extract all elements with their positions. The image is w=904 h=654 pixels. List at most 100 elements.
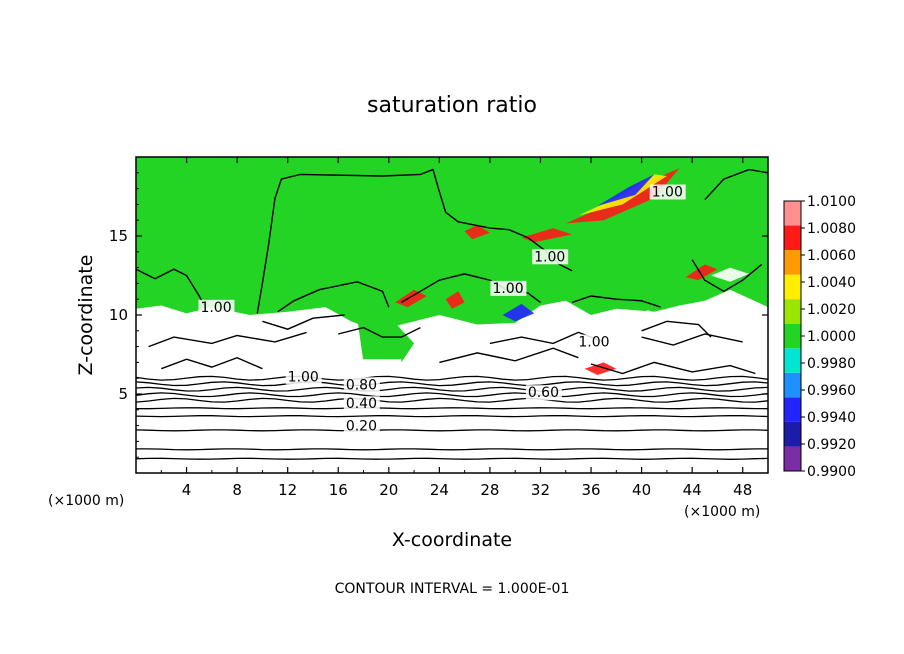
contour-line-5 xyxy=(136,407,768,410)
contour-line-100-3 xyxy=(277,281,390,313)
contour-label-bg-1 xyxy=(198,299,235,315)
x-tick-label-4: 4 xyxy=(182,481,192,499)
contour-line-100-2 xyxy=(136,268,207,308)
field-patch-8 xyxy=(502,303,535,322)
x-tick-label-32: 32 xyxy=(531,481,550,499)
colorbar-swatch-6 xyxy=(784,323,801,349)
contour-line-100-11 xyxy=(641,333,743,346)
field-patch-10 xyxy=(584,362,617,375)
colorbar-label-4: 0.9960 xyxy=(807,383,856,399)
colorbar-swatch-7 xyxy=(784,299,801,324)
x-tick-label-44: 44 xyxy=(683,481,702,499)
field-patch-7 xyxy=(445,291,465,309)
contour-label-2: 1.00 xyxy=(288,369,319,385)
contour-line-100-16 xyxy=(262,314,345,330)
contour-label-bg-10 xyxy=(649,184,686,200)
colorbar: 0.9900 0.9920 0.9940 0.9960 0.9980 1.0000 1.00… xyxy=(783,194,856,480)
colorbar-label-7: 1.0020 xyxy=(807,302,856,318)
contour-line-100-6 xyxy=(691,259,763,293)
colorbar-swatch-2 xyxy=(784,421,801,447)
y-tick-label-15: 15 xyxy=(109,227,128,245)
chart-title: saturation ratio xyxy=(367,93,537,118)
contour-label-bg-7 xyxy=(490,280,527,296)
contour-line-3 xyxy=(136,429,768,432)
contour-line-100-7 xyxy=(704,168,768,201)
x-tick-label-36: 36 xyxy=(581,481,600,499)
colorbar-swatch-4 xyxy=(784,372,801,398)
contour-label-9: 1.00 xyxy=(578,335,609,351)
x-tick-label-28: 28 xyxy=(480,481,499,499)
contour-label-bg-9 xyxy=(576,334,613,350)
contour-label-1: 1.00 xyxy=(200,300,231,316)
x-tick-label-20: 20 xyxy=(379,481,398,499)
contour-label-bg-3 xyxy=(343,377,380,393)
contour-line-100-1 xyxy=(256,168,573,314)
x-tick-label-8: 8 xyxy=(232,481,242,499)
contour-line-6 xyxy=(136,397,768,403)
contour-line-4 xyxy=(136,415,768,418)
x-unit-label-left: (×1000 m) xyxy=(48,493,124,509)
contour-line-100-12 xyxy=(641,320,712,338)
colorbar-swatch-1 xyxy=(784,446,801,471)
contour-interval-note: CONTOUR INTERVAL = 1.000E-01 xyxy=(335,581,570,597)
contour-line-100-9 xyxy=(148,331,307,348)
contour-label-bg-2 xyxy=(285,369,322,385)
colorbar-swatch-9 xyxy=(784,250,801,275)
contour-label-6: 0.60 xyxy=(528,385,559,401)
contour-label-bg-5 xyxy=(343,418,380,434)
x-tick-label-48: 48 xyxy=(733,481,752,499)
y-tick-label-5: 5 xyxy=(118,385,128,403)
contour-line-2 xyxy=(136,448,768,451)
x-tick-label-16: 16 xyxy=(329,481,348,499)
contour-line-1 xyxy=(136,457,768,460)
x-tick-label-40: 40 xyxy=(632,481,651,499)
contour-line-8 xyxy=(136,386,768,392)
field-patch-12 xyxy=(685,264,718,281)
field-patch-11 xyxy=(711,267,749,282)
contour-label-8: 1.00 xyxy=(534,249,565,265)
x-axis-title: X-coordinate xyxy=(392,529,512,551)
field-patch-6 xyxy=(395,289,427,308)
contour-line-10 xyxy=(136,375,768,381)
field-patch-9 xyxy=(622,310,667,323)
contour-label-bg-8 xyxy=(532,249,569,265)
colorbar-swatch-3 xyxy=(784,397,801,422)
contour-line-100-5 xyxy=(571,295,661,308)
contour-line-7 xyxy=(136,392,768,398)
y-tick-label-10: 10 xyxy=(109,306,128,324)
colorbar-swatch-5 xyxy=(784,348,801,373)
colorbar-swatch-8 xyxy=(784,274,801,300)
colorbar-label-2: 0.9920 xyxy=(807,437,856,453)
colorbar-label-8: 1.0040 xyxy=(807,275,856,291)
colorbar-label-1: 0.9900 xyxy=(807,464,856,480)
contour-line-100-15 xyxy=(590,361,756,375)
contour-label-5: 0.20 xyxy=(346,418,377,434)
colorbar-label-9: 1.0060 xyxy=(807,248,856,264)
colorbar-swatch-10 xyxy=(784,225,801,251)
contour-label-7: 1.00 xyxy=(492,281,523,297)
contour-line-100-14 xyxy=(161,356,263,370)
x-unit-label-right: (×1000 m) xyxy=(684,504,760,520)
contour-label-bg-6 xyxy=(525,385,562,401)
field-region-cloud-band xyxy=(136,289,768,379)
plot-area xyxy=(136,157,768,473)
contour-line-100-8 xyxy=(338,326,421,338)
colorbar-label-6: 1.0000 xyxy=(807,329,856,345)
contour-label-bg-4 xyxy=(343,396,380,412)
contour-line-100-13 xyxy=(439,347,579,364)
colorbar-label-3: 0.9940 xyxy=(807,410,856,426)
field-patch-3 xyxy=(597,174,655,206)
colorbar-label-11: 1.0100 xyxy=(807,194,856,210)
contour-line-9 xyxy=(136,381,768,387)
x-tick-label-12: 12 xyxy=(278,481,297,499)
colorbar-label-10: 1.0080 xyxy=(807,221,856,237)
field-patch-5 xyxy=(464,224,490,240)
field-patch-4 xyxy=(521,228,573,243)
contour-label-3: 0.80 xyxy=(346,377,377,393)
y-axis-title: Z-coordinate xyxy=(75,255,97,376)
field-region-white-box xyxy=(331,359,402,377)
contour-label-10: 1.00 xyxy=(652,185,683,201)
contour-label-4: 0.40 xyxy=(346,396,377,412)
x-tick-label-24: 24 xyxy=(430,481,449,499)
